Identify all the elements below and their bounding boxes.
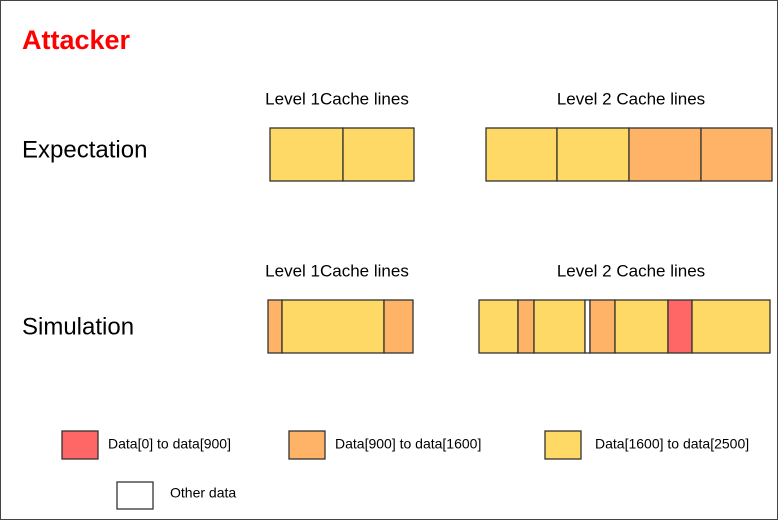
- simulation-level1: [267, 299, 414, 354]
- level2-header: Level 2 Cache lines: [557, 89, 705, 108]
- legend-label: Data[0] to data[900]: [108, 436, 231, 452]
- row-label: Simulation: [22, 313, 134, 340]
- legend-swatch: [116, 481, 154, 510]
- title: Attacker: [22, 25, 131, 55]
- expectation-level1: [269, 127, 415, 182]
- legend-swatch: [544, 430, 582, 460]
- row-label: Expectation: [22, 136, 147, 163]
- legend-label: Other data: [170, 485, 236, 501]
- level1-header: Level 1Cache lines: [265, 89, 409, 108]
- legend-swatch: [288, 430, 326, 460]
- simulation-level2: [478, 299, 771, 354]
- legend-label: Data[1600] to data[2500]: [595, 436, 749, 452]
- legend-label: Data[900] to data[1600]: [335, 436, 481, 452]
- level2-header: Level 2 Cache lines: [557, 261, 705, 280]
- level1-header: Level 1Cache lines: [265, 261, 409, 280]
- expectation-level2: [485, 127, 773, 182]
- legend-swatch: [61, 430, 99, 460]
